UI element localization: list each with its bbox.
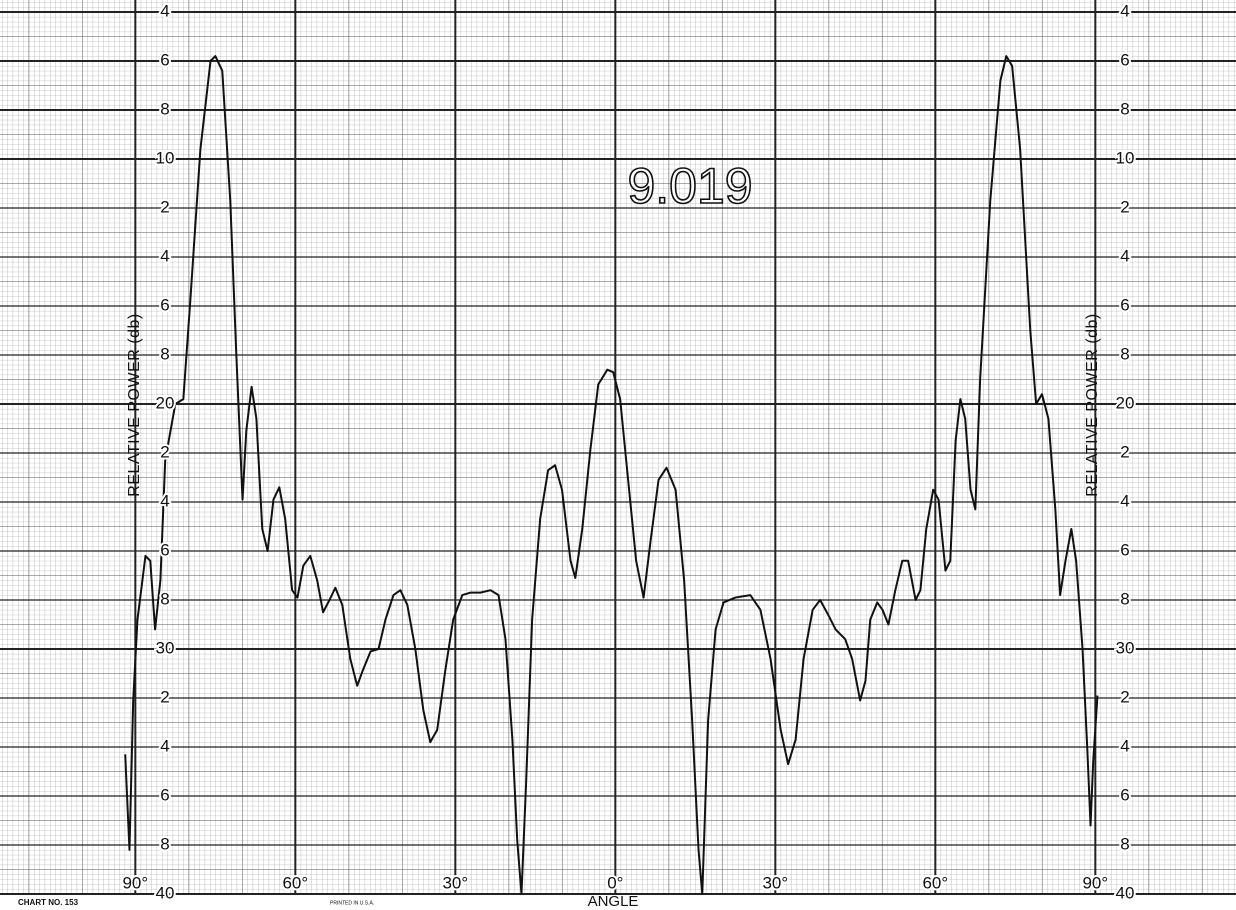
y-axis-title-right: RELATIVE POWER (db) xyxy=(1084,313,1101,496)
y-tick-label-right: 6 xyxy=(1120,50,1129,69)
y-tick-label-right: 10 xyxy=(1116,148,1135,167)
y-tick-label: 30 xyxy=(156,638,175,657)
y-tick-label: 4 xyxy=(160,246,169,265)
y-tick-label-right: 4 xyxy=(1120,491,1129,510)
x-tick-label: 60° xyxy=(282,873,308,892)
labels: 9.019 RELATIVE POWER (db) RELATIVE POWER… xyxy=(18,0,1136,910)
y-tick-label-right: 30 xyxy=(1116,638,1135,657)
y-tick-label: 6 xyxy=(160,785,169,804)
x-axis-title: ANGLE xyxy=(588,893,639,910)
x-tick-label: 30° xyxy=(762,873,788,892)
x-tick-label: 90° xyxy=(1082,873,1108,892)
y-tick-label-right: 20 xyxy=(1116,393,1135,412)
y-tick-label-right: 8 xyxy=(1120,589,1129,608)
y-tick-label-right: 6 xyxy=(1120,785,1129,804)
y-tick-label: 8 xyxy=(160,99,169,118)
x-tick-label: 60° xyxy=(922,873,948,892)
pattern-line xyxy=(124,55,1099,895)
y-tick-label-right: 8 xyxy=(1120,99,1129,118)
annotation: 9.019 xyxy=(627,158,752,214)
x-tick-label: 30° xyxy=(442,873,468,892)
y-tick-label-right: 6 xyxy=(1120,295,1129,314)
y-tick-label-right: 6 xyxy=(1120,540,1129,559)
y-tick-label-right: 4 xyxy=(1120,736,1129,755)
y-tick-label: 6 xyxy=(160,540,169,559)
x-tick-label: 90° xyxy=(122,873,148,892)
printer-note: PRINTED IN U.S.A. xyxy=(330,900,374,906)
chart-number: CHART NO. 153 xyxy=(18,898,79,907)
y-tick-label-right: 2 xyxy=(1120,197,1129,216)
y-tick-label-right: 8 xyxy=(1120,834,1129,853)
y-tick-label: 4 xyxy=(160,1,169,20)
y-tick-label: 10 xyxy=(156,148,175,167)
x-tick-label: 0° xyxy=(607,873,623,892)
y-axis-title: RELATIVE POWER (db) xyxy=(126,313,143,496)
y-tick-label-right: 4 xyxy=(1120,1,1129,20)
y-tick-label: 8 xyxy=(160,834,169,853)
y-tick-label: 6 xyxy=(160,295,169,314)
y-tick-label: 4 xyxy=(160,736,169,755)
y-tick-label-right: 4 xyxy=(1120,246,1129,265)
y-tick-label: 40 xyxy=(156,883,175,902)
y-tick-label: 20 xyxy=(156,393,175,412)
y-tick-label: 8 xyxy=(160,344,169,363)
y-tick-label: 2 xyxy=(160,197,169,216)
y-tick-label: 4 xyxy=(160,491,169,510)
y-tick-label: 8 xyxy=(160,589,169,608)
plot xyxy=(124,55,1099,895)
y-tick-label: 6 xyxy=(160,50,169,69)
y-tick-label: 2 xyxy=(160,687,169,706)
y-tick-label-right: 8 xyxy=(1120,344,1129,363)
y-tick-label-right: 40 xyxy=(1116,883,1135,902)
y-tick-label: 2 xyxy=(160,442,169,461)
y-tick-label-right: 2 xyxy=(1120,442,1129,461)
y-tick-label-right: 2 xyxy=(1120,687,1129,706)
